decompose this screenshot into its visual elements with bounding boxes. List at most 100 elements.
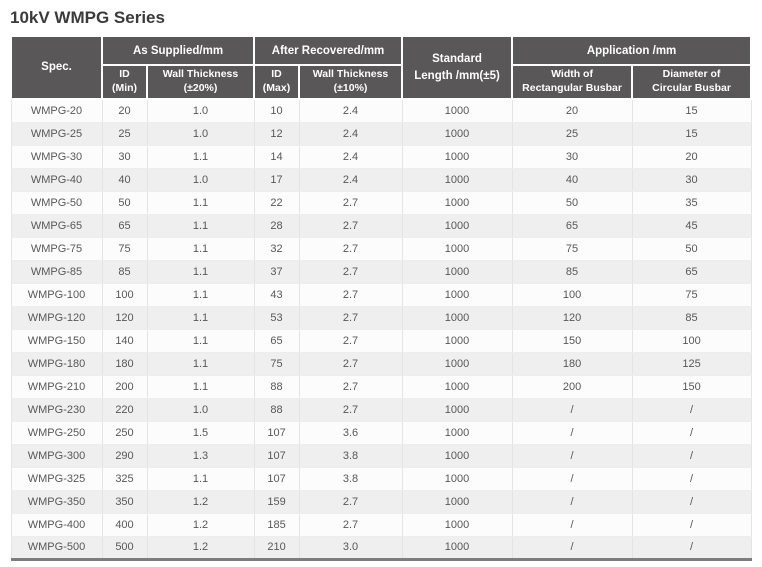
cell-wall-thickness-10: 2.7 xyxy=(298,352,403,376)
cell-dia-circ-busbar: 85 xyxy=(631,306,752,330)
cell-wall-thickness-10: 2.4 xyxy=(298,145,403,169)
cell-standard-length: 1000 xyxy=(401,375,513,399)
cell-dia-circ-busbar: 15 xyxy=(631,122,752,146)
cell-standard-length: 1000 xyxy=(401,444,513,468)
cell-spec: WMPG-230 xyxy=(11,398,102,422)
cell-id-max: 14 xyxy=(253,145,300,169)
cell-width-rect-busbar: 180 xyxy=(511,352,633,376)
header-id-max: ID (Max) xyxy=(253,64,301,100)
table-body: WMPG-20 20 1.0 10 2.4 1000 20 15 WMPG-25 25 1.0 12 2… xyxy=(11,99,752,560)
cell-spec: WMPG-40 xyxy=(11,168,102,192)
cell-dia-circ-busbar: / xyxy=(631,467,752,491)
cell-wall-thickness-20: 1.1 xyxy=(146,467,255,491)
cell-spec: WMPG-210 xyxy=(11,375,102,399)
cell-spec: WMPG-25 xyxy=(11,122,102,146)
cell-id-max: 107 xyxy=(253,467,300,491)
cell-dia-circ-busbar: 75 xyxy=(631,283,752,307)
cell-width-rect-busbar: / xyxy=(511,398,633,422)
cell-id-min: 220 xyxy=(101,398,147,422)
cell-id-max: 210 xyxy=(253,536,300,560)
cell-wall-thickness-20: 1.1 xyxy=(146,191,255,215)
header-id-min: ID (Min) xyxy=(101,64,148,100)
cell-spec: WMPG-75 xyxy=(11,237,102,261)
cell-wall-thickness-20: 1.1 xyxy=(146,306,255,330)
cell-width-rect-busbar: 65 xyxy=(511,214,633,238)
cell-wall-thickness-20: 1.1 xyxy=(146,145,255,169)
cell-wall-thickness-20: 1.0 xyxy=(146,122,255,146)
header-sub-row: ID (Min) Wall Thickness (±20%) ID (Max) … xyxy=(11,64,753,100)
cell-id-max: 10 xyxy=(253,99,300,123)
cell-width-rect-busbar: 85 xyxy=(511,260,633,284)
cell-wall-thickness-10: 2.7 xyxy=(298,306,403,330)
cell-dia-circ-busbar: 30 xyxy=(631,168,752,192)
cell-id-max: 185 xyxy=(253,513,300,537)
cell-width-rect-busbar: 30 xyxy=(511,145,633,169)
cell-id-min: 40 xyxy=(101,168,147,192)
table-row: WMPG-40 40 1.0 17 2.4 1000 40 30 xyxy=(11,168,752,192)
cell-id-min: 200 xyxy=(101,375,147,399)
cell-wall-thickness-10: 2.7 xyxy=(298,283,403,307)
cell-wall-thickness-10: 3.6 xyxy=(298,421,403,445)
cell-id-max: 75 xyxy=(253,352,300,376)
spec-table: Spec. As Supplied/mm After Recovered/mm … xyxy=(10,35,753,561)
cell-standard-length: 1000 xyxy=(401,191,513,215)
cell-standard-length: 1000 xyxy=(401,122,513,146)
cell-dia-circ-busbar: 65 xyxy=(631,260,752,284)
cell-spec: WMPG-325 xyxy=(11,467,102,491)
cell-width-rect-busbar: 20 xyxy=(511,99,633,123)
cell-id-min: 500 xyxy=(101,536,147,560)
cell-id-min: 140 xyxy=(101,329,147,353)
cell-dia-circ-busbar: / xyxy=(631,536,752,560)
cell-dia-circ-busbar: 150 xyxy=(631,375,752,399)
cell-wall-thickness-20: 1.0 xyxy=(146,398,255,422)
cell-spec: WMPG-180 xyxy=(11,352,102,376)
table-row: WMPG-25 25 1.0 12 2.4 1000 25 15 xyxy=(11,122,752,146)
cell-width-rect-busbar: 120 xyxy=(511,306,633,330)
cell-standard-length: 1000 xyxy=(401,168,513,192)
cell-id-max: 37 xyxy=(253,260,300,284)
header-wall-thickness-10: Wall Thickness (±10%) xyxy=(298,64,404,100)
cell-spec: WMPG-65 xyxy=(11,214,102,238)
cell-dia-circ-busbar: / xyxy=(631,444,752,468)
cell-wall-thickness-20: 1.2 xyxy=(146,536,255,560)
cell-standard-length: 1000 xyxy=(401,237,513,261)
cell-wall-thickness-10: 2.4 xyxy=(298,99,403,123)
cell-standard-length: 1000 xyxy=(401,99,513,123)
table-row: WMPG-30 30 1.1 14 2.4 1000 30 20 xyxy=(11,145,752,169)
cell-wall-thickness-10: 2.7 xyxy=(298,398,403,422)
cell-id-max: 22 xyxy=(253,191,300,215)
cell-id-max: 43 xyxy=(253,283,300,307)
table-row: WMPG-350 350 1.2 159 2.7 1000// xyxy=(11,490,752,514)
cell-dia-circ-busbar: / xyxy=(631,513,752,537)
cell-wall-thickness-20: 1.2 xyxy=(146,513,255,537)
cell-id-min: 20 xyxy=(101,99,147,123)
cell-id-max: 12 xyxy=(253,122,300,146)
cell-width-rect-busbar: 150 xyxy=(511,329,633,353)
table-row: WMPG-85 85 1.1 37 2.7 1000 85 65 xyxy=(11,260,752,284)
cell-id-min: 325 xyxy=(101,467,147,491)
cell-standard-length: 1000 xyxy=(401,513,513,537)
header-wall-thickness-20: Wall Thickness (±20%) xyxy=(145,64,256,100)
cell-wall-thickness-10: 2.4 xyxy=(298,168,403,192)
cell-spec: WMPG-500 xyxy=(11,536,102,560)
table-row: WMPG-250 250 1.5 107 3.6 1000// xyxy=(11,421,752,445)
cell-wall-thickness-20: 1.1 xyxy=(146,375,255,399)
cell-wall-thickness-10: 2.4 xyxy=(298,122,403,146)
cell-spec: WMPG-150 xyxy=(11,329,102,353)
cell-id-min: 350 xyxy=(101,490,147,514)
cell-standard-length: 1000 xyxy=(401,490,513,514)
cell-width-rect-busbar: / xyxy=(511,513,633,537)
table-row: WMPG-65 65 1.1 28 2.7 1000 65 45 xyxy=(11,214,752,238)
cell-dia-circ-busbar: / xyxy=(631,398,752,422)
cell-spec: WMPG-250 xyxy=(11,421,102,445)
cell-wall-thickness-10: 2.7 xyxy=(298,260,403,284)
cell-id-max: 53 xyxy=(253,306,300,330)
cell-id-min: 25 xyxy=(101,122,147,146)
cell-spec: WMPG-20 xyxy=(11,99,102,123)
cell-id-max: 17 xyxy=(253,168,300,192)
cell-wall-thickness-10: 3.8 xyxy=(298,444,403,468)
cell-id-min: 180 xyxy=(101,352,147,376)
cell-id-min: 30 xyxy=(101,145,147,169)
cell-width-rect-busbar: / xyxy=(511,444,633,468)
cell-wall-thickness-10: 2.7 xyxy=(298,375,403,399)
